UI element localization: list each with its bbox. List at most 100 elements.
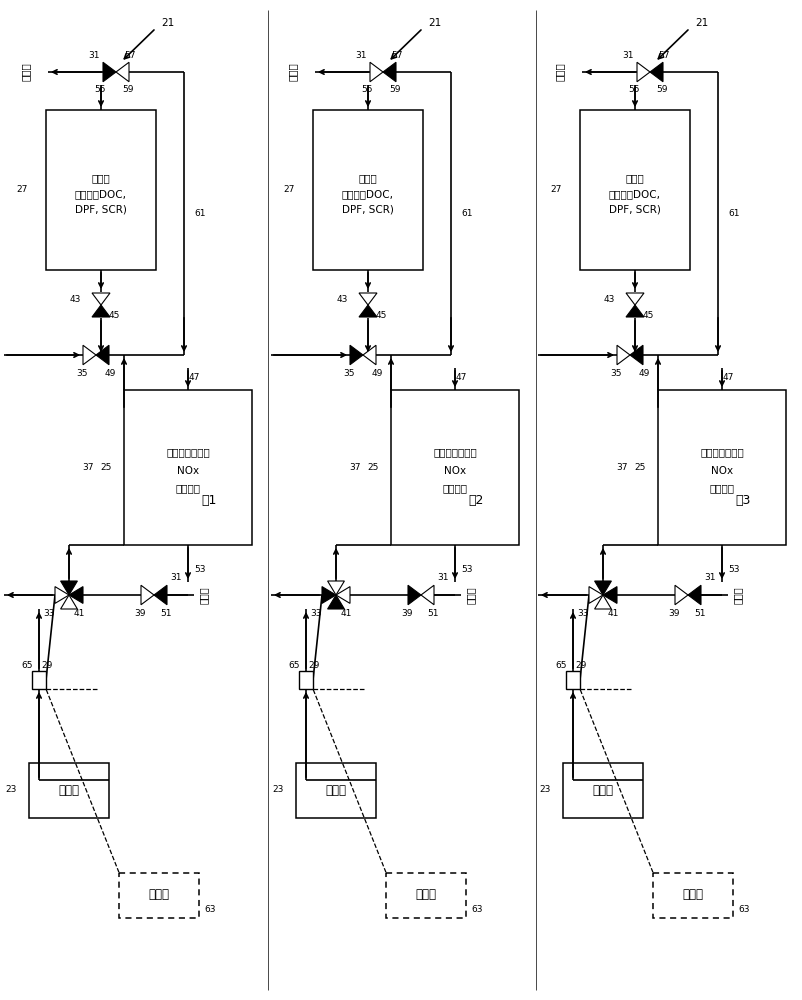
Text: 39: 39	[401, 608, 412, 617]
Text: 43: 43	[70, 296, 81, 304]
Text: 排气管: 排气管	[465, 586, 476, 604]
Text: 41: 41	[73, 608, 84, 617]
Text: 33: 33	[43, 608, 55, 617]
Text: 捕集器）: 捕集器）	[442, 484, 467, 493]
Text: 31: 31	[88, 51, 99, 60]
Text: 39: 39	[667, 608, 679, 617]
Bar	[579, 110, 689, 270]
Text: 61: 61	[194, 209, 205, 218]
Text: 33: 33	[310, 608, 322, 617]
Text: 43: 43	[603, 296, 614, 304]
Polygon shape	[649, 62, 662, 82]
Text: 发动机: 发动机	[59, 784, 79, 796]
Text: 55: 55	[94, 86, 106, 95]
Text: 23: 23	[6, 786, 17, 794]
Text: 57: 57	[391, 51, 403, 60]
Text: 59: 59	[389, 86, 400, 95]
Polygon shape	[593, 595, 610, 609]
Text: 63: 63	[471, 906, 482, 914]
Text: 59: 59	[122, 86, 134, 95]
Bar	[119, 872, 199, 918]
Text: 图1: 图1	[201, 493, 217, 506]
Bar	[29, 762, 109, 818]
Text: 第一组（例如，: 第一组（例如，	[432, 448, 476, 458]
Text: 53: 53	[727, 566, 739, 574]
Text: DPF, SCR): DPF, SCR)	[342, 205, 394, 215]
Text: 31: 31	[170, 572, 181, 582]
Text: 49: 49	[104, 368, 115, 377]
Text: 29: 29	[41, 662, 53, 670]
Polygon shape	[322, 587, 335, 603]
Bar	[391, 390, 518, 545]
Text: （例如，DOC,: （例如，DOC,	[608, 189, 660, 199]
Text: 排气管: 排气管	[288, 63, 298, 81]
Text: 21: 21	[160, 18, 174, 28]
Text: （例如，DOC,: （例如，DOC,	[75, 189, 127, 199]
Text: 31: 31	[354, 51, 367, 60]
Polygon shape	[636, 62, 649, 82]
Text: 65: 65	[554, 662, 566, 670]
Polygon shape	[407, 585, 420, 605]
Text: 41: 41	[340, 608, 351, 617]
Bar	[565, 671, 579, 689]
Text: 53: 53	[194, 566, 205, 574]
Text: 63: 63	[737, 906, 748, 914]
Polygon shape	[92, 293, 110, 305]
Polygon shape	[92, 305, 110, 317]
Text: 发动机: 发动机	[325, 784, 346, 796]
Text: 51: 51	[427, 608, 438, 617]
Text: 43: 43	[336, 296, 347, 304]
Polygon shape	[602, 587, 616, 603]
Polygon shape	[363, 345, 375, 365]
Polygon shape	[630, 345, 642, 365]
Polygon shape	[370, 62, 383, 82]
Text: 排气管: 排气管	[554, 63, 565, 81]
Text: 捕集器）: 捕集器）	[709, 484, 734, 493]
Text: 第二组: 第二组	[91, 173, 110, 183]
Bar	[313, 110, 423, 270]
Polygon shape	[588, 587, 602, 603]
Text: 37: 37	[83, 463, 94, 472]
Text: 55: 55	[361, 86, 372, 95]
Polygon shape	[358, 305, 376, 317]
Text: 61: 61	[460, 209, 472, 218]
Text: 第一组（例如，: 第一组（例如，	[699, 448, 743, 458]
Text: 第一组（例如，: 第一组（例如，	[166, 448, 209, 458]
Text: 控制器: 控制器	[148, 888, 169, 902]
Text: 47: 47	[456, 372, 467, 381]
Polygon shape	[335, 587, 350, 603]
Text: 33: 33	[577, 608, 588, 617]
Polygon shape	[154, 585, 167, 605]
Bar	[298, 671, 313, 689]
Text: 47: 47	[188, 372, 200, 381]
Text: 27: 27	[550, 186, 561, 194]
Text: 排气管: 排气管	[21, 63, 31, 81]
Text: 发动机: 发动机	[592, 784, 613, 796]
Text: 39: 39	[134, 608, 146, 617]
Text: 29: 29	[308, 662, 319, 670]
Polygon shape	[69, 587, 83, 603]
Bar	[46, 110, 156, 270]
Text: NOx: NOx	[710, 466, 732, 476]
Text: 35: 35	[76, 368, 87, 377]
Polygon shape	[358, 293, 376, 305]
Text: 65: 65	[288, 662, 299, 670]
Bar	[32, 671, 46, 689]
Text: 29: 29	[574, 662, 586, 670]
Text: 57: 57	[124, 51, 136, 60]
Text: 27: 27	[283, 186, 294, 194]
Polygon shape	[674, 585, 687, 605]
Polygon shape	[115, 62, 129, 82]
Text: DPF, SCR): DPF, SCR)	[608, 205, 660, 215]
Text: 49: 49	[638, 368, 649, 377]
Polygon shape	[103, 62, 115, 82]
Text: 45: 45	[375, 310, 387, 320]
Text: 45: 45	[642, 310, 654, 320]
Text: 25: 25	[634, 463, 645, 472]
Bar	[386, 872, 465, 918]
Text: 35: 35	[342, 368, 354, 377]
Text: DPF, SCR): DPF, SCR)	[75, 205, 127, 215]
Text: 21: 21	[695, 18, 707, 28]
Bar	[652, 872, 732, 918]
Text: 57: 57	[658, 51, 669, 60]
